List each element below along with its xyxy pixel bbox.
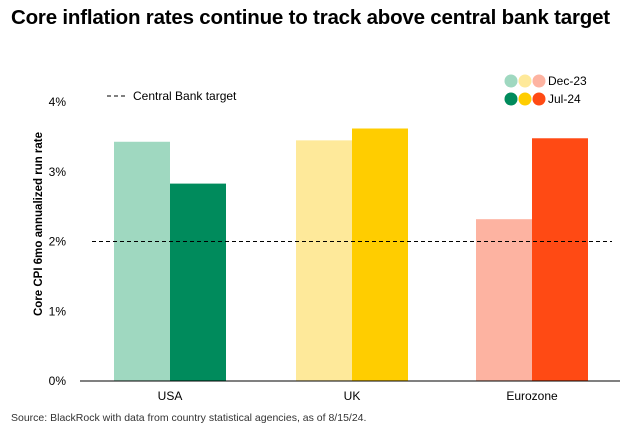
bar-usa-jul-24 [170, 183, 226, 381]
legend-swatch-jul-24 [504, 92, 518, 106]
y-axis-label: Core CPI 6mo annualized run rate [33, 132, 45, 316]
bar-chart: 0% 1% 2% 3% 4% USA UK Eurozone Central Bank ta… [33, 74, 620, 400]
y-tick-label: 2% [49, 235, 67, 249]
bar-uk-dec-23 [296, 140, 352, 381]
legend-swatch-jul-24 [518, 92, 532, 106]
x-axis-labels: USA UK Eurozone [158, 389, 558, 400]
bar-eurozone-dec-23 [476, 219, 532, 381]
legend-label: Jul-24 [548, 92, 581, 106]
y-axis-ticks: 0% 1% 2% 3% 4% [49, 95, 67, 388]
y-tick-label: 1% [49, 304, 67, 318]
series-legend: Dec-23 Jul-24 [504, 74, 587, 106]
y-tick-label: 0% [49, 374, 67, 388]
bar-usa-dec-23 [114, 141, 170, 381]
source-note: Source: BlackRock with data from country… [11, 412, 367, 424]
legend-swatch-jul-24 [532, 92, 546, 106]
bar-uk-jul-24 [352, 128, 408, 381]
x-tick-label: USA [158, 389, 183, 400]
bars-group [114, 128, 588, 381]
bar-eurozone-jul-24 [532, 138, 588, 381]
target-legend-label: Central Bank target [133, 89, 237, 103]
legend-swatch-dec-23 [532, 74, 546, 88]
legend-swatch-dec-23 [504, 74, 518, 88]
x-tick-label: Eurozone [506, 389, 558, 400]
y-tick-label: 4% [49, 95, 67, 109]
chart-title: Core inflation rates continue to track a… [11, 6, 610, 29]
y-tick-label: 3% [49, 165, 67, 179]
legend-swatch-dec-23 [518, 74, 532, 88]
x-tick-label: UK [344, 389, 361, 400]
legend-label: Dec-23 [548, 74, 587, 88]
target-legend: Central Bank target [107, 89, 237, 103]
